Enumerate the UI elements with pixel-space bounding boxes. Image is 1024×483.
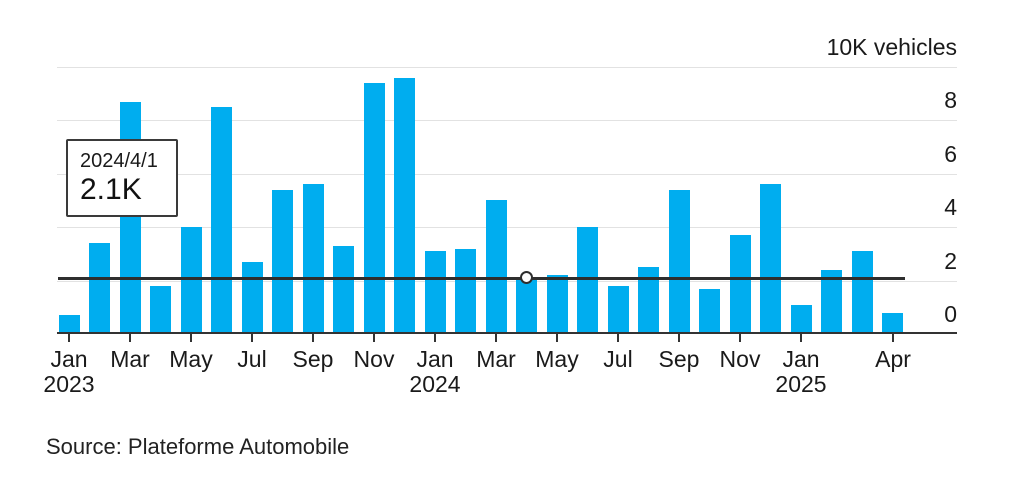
x-tick-label-sep: Sep	[292, 346, 334, 372]
x-tick-mark-jan-0	[68, 334, 70, 342]
bar-may-2023[interactable]	[181, 227, 202, 334]
bar-mar-2024[interactable]	[486, 200, 507, 334]
bar-oct-2023[interactable]	[333, 246, 354, 334]
x-tick-label-apr: Apr	[875, 346, 911, 372]
bar-jun-2023[interactable]	[211, 107, 232, 334]
bar-jul-2024[interactable]	[608, 286, 629, 334]
gridline-10	[57, 67, 957, 68]
x-tick-mark-sep-20	[678, 334, 680, 342]
x-tick-label-nov: Nov	[353, 346, 395, 372]
x-tick-mark-may-16	[556, 334, 558, 342]
x-tick-year-2024: 2024	[409, 371, 461, 397]
bar-may-2024[interactable]	[547, 275, 568, 334]
x-tick-mark-apr-27	[892, 334, 894, 342]
bar-nov-2023[interactable]	[364, 83, 385, 334]
x-tick-label-mar: Mar	[110, 346, 150, 372]
gridline-4	[57, 227, 957, 228]
bar-dec-2024[interactable]	[760, 184, 781, 334]
gridline-8	[57, 120, 957, 121]
x-tick-label-jan-2025: Jan 2025	[775, 346, 827, 397]
bar-oct-2024[interactable]	[699, 289, 720, 334]
x-tick-mark-mar-14	[495, 334, 497, 342]
x-tick-label-jul: Jul	[237, 346, 267, 372]
tooltip-date: 2024/4/1	[80, 150, 158, 172]
y-tick-label-2: 2	[944, 248, 957, 274]
x-tick-label-mar: Mar	[476, 346, 516, 372]
x-axis-line	[57, 332, 957, 334]
x-tick-label-jan-2024: Jan 2024	[409, 346, 461, 397]
x-tick-mark-jan-12	[434, 334, 436, 342]
bar-aug-2023[interactable]	[272, 190, 293, 334]
gridline-6	[57, 174, 957, 175]
x-tick-label-may: May	[169, 346, 213, 372]
source-line: Source: Plateforme Automobile	[46, 434, 350, 459]
bar-sep-2024[interactable]	[669, 190, 690, 334]
x-tick-label-nov: Nov	[719, 346, 761, 372]
bar-feb-2025[interactable]	[821, 270, 842, 334]
bar-jan-2023[interactable]	[59, 315, 80, 334]
hover-reference-line	[58, 277, 905, 280]
y-tick-label-0: 0	[944, 301, 957, 327]
bar-jan-2025[interactable]	[791, 305, 812, 334]
bar-aug-2024[interactable]	[638, 267, 659, 334]
bar-jul-2023[interactable]	[242, 262, 263, 334]
bar-nov-2024[interactable]	[730, 235, 751, 334]
bar-sep-2023[interactable]	[303, 184, 324, 334]
tooltip: 2024/4/1 2.1K	[66, 139, 178, 217]
y-tick-label-6: 6	[944, 141, 957, 167]
bar-apr-2024[interactable]	[516, 278, 537, 334]
bar-mar-2023[interactable]	[120, 102, 141, 334]
x-tick-mark-jan-24	[800, 334, 802, 342]
bar-feb-2024[interactable]	[455, 249, 476, 334]
x-tick-label-sep: Sep	[658, 346, 700, 372]
x-tick-mark-mar-2	[129, 334, 131, 342]
gridline-2	[57, 281, 957, 282]
bar-apr-2025[interactable]	[882, 313, 903, 334]
y-tick-label-8: 8	[944, 87, 957, 113]
x-tick-mark-nov-22	[739, 334, 741, 342]
bar-mar-2025[interactable]	[852, 251, 873, 334]
x-tick-label-may: May	[535, 346, 579, 372]
x-tick-mark-nov-10	[373, 334, 375, 342]
y-axis-unit-label: 10K vehicles	[826, 34, 957, 60]
bar-feb-2023[interactable]	[89, 243, 110, 334]
bar-apr-2023[interactable]	[150, 286, 171, 334]
hover-marker[interactable]	[520, 271, 533, 284]
x-tick-label-jul: Jul	[603, 346, 633, 372]
x-tick-label-jan-2023: Jan 2023	[43, 346, 95, 397]
tooltip-value: 2.1K	[80, 173, 142, 206]
bar-jan-2024[interactable]	[425, 251, 446, 334]
x-tick-mark-jul-6	[251, 334, 253, 342]
y-tick-label-4: 4	[944, 194, 957, 220]
x-tick-mark-sep-8	[312, 334, 314, 342]
x-tick-mark-jul-18	[617, 334, 619, 342]
bar-jun-2024[interactable]	[577, 227, 598, 334]
bar-dec-2023[interactable]	[394, 78, 415, 334]
x-tick-year-2025: 2025	[775, 371, 827, 397]
x-tick-mark-may-4	[190, 334, 192, 342]
x-tick-year-2023: 2023	[43, 371, 95, 397]
